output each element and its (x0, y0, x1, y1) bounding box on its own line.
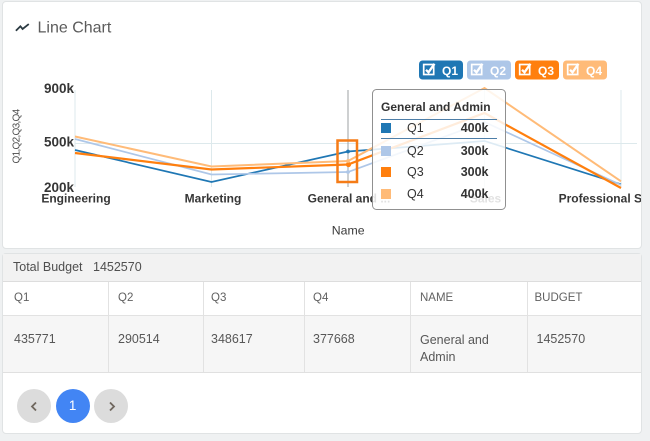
svg-text:Q1: Q1 (442, 64, 458, 78)
svg-text:Name: Name (332, 224, 365, 238)
svg-text:Professional Services: Professional Services (559, 192, 641, 206)
svg-text:500k: 500k (44, 135, 75, 150)
svg-text:Q3: Q3 (538, 64, 554, 78)
svg-text:General and ...: General and ... (308, 192, 391, 206)
svg-text:Q1,Q2,Q3,Q4: Q1,Q2,Q3,Q4 (12, 108, 23, 163)
svg-text:Marketing: Marketing (185, 192, 242, 206)
svg-text:Line Chart: Line Chart (38, 20, 112, 37)
svg-text:200k: 200k (44, 180, 75, 195)
svg-text:900k: 900k (44, 81, 75, 96)
svg-text:Q4: Q4 (586, 64, 602, 78)
svg-text:Q2: Q2 (490, 64, 506, 78)
svg-text:Engineering: Engineering (41, 192, 110, 206)
